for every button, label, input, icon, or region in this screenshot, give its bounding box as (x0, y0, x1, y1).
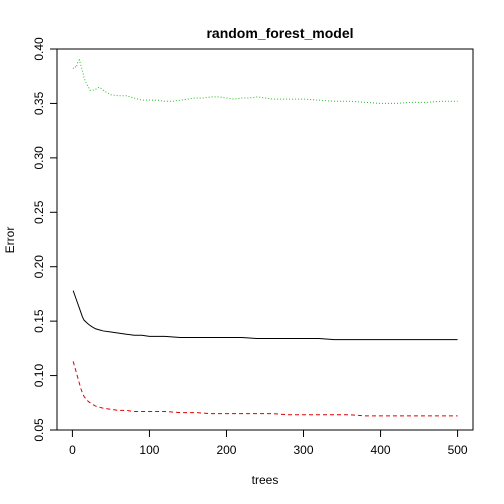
y-axis-label: Error (3, 227, 17, 254)
y-tick-label: 0.10 (32, 364, 46, 388)
series-layer (72, 58, 458, 417)
series-line-2 (72, 361, 458, 417)
y-tick-label: 0.35 (32, 91, 46, 115)
y-axis: 0.05 0.10 0.15 0.20 0.25 0.30 0.35 0.40 (32, 37, 58, 442)
chart-title: random_forest_model (206, 25, 353, 41)
y-tick-label: 0.15 (32, 309, 46, 333)
x-tick-label: 200 (216, 443, 236, 457)
y-tick-label: 0.40 (32, 37, 46, 61)
x-tick-label: 300 (294, 443, 314, 457)
series-line-0 (72, 58, 458, 104)
x-tick-label: 100 (139, 443, 159, 457)
x-axis: 0 100 200 300 400 500 (69, 429, 468, 457)
x-axis-label: trees (252, 473, 279, 487)
x-tick-label: 400 (371, 443, 391, 457)
y-tick-label: 0.20 (32, 255, 46, 279)
x-tick-label: 0 (69, 443, 76, 457)
x-tick-label: 500 (448, 443, 468, 457)
y-tick-label: 0.25 (32, 200, 46, 224)
y-tick-label: 0.30 (32, 146, 46, 170)
series-line-1 (72, 290, 458, 341)
plot-frame (56, 48, 474, 431)
y-tick-label: 0.05 (32, 418, 46, 442)
